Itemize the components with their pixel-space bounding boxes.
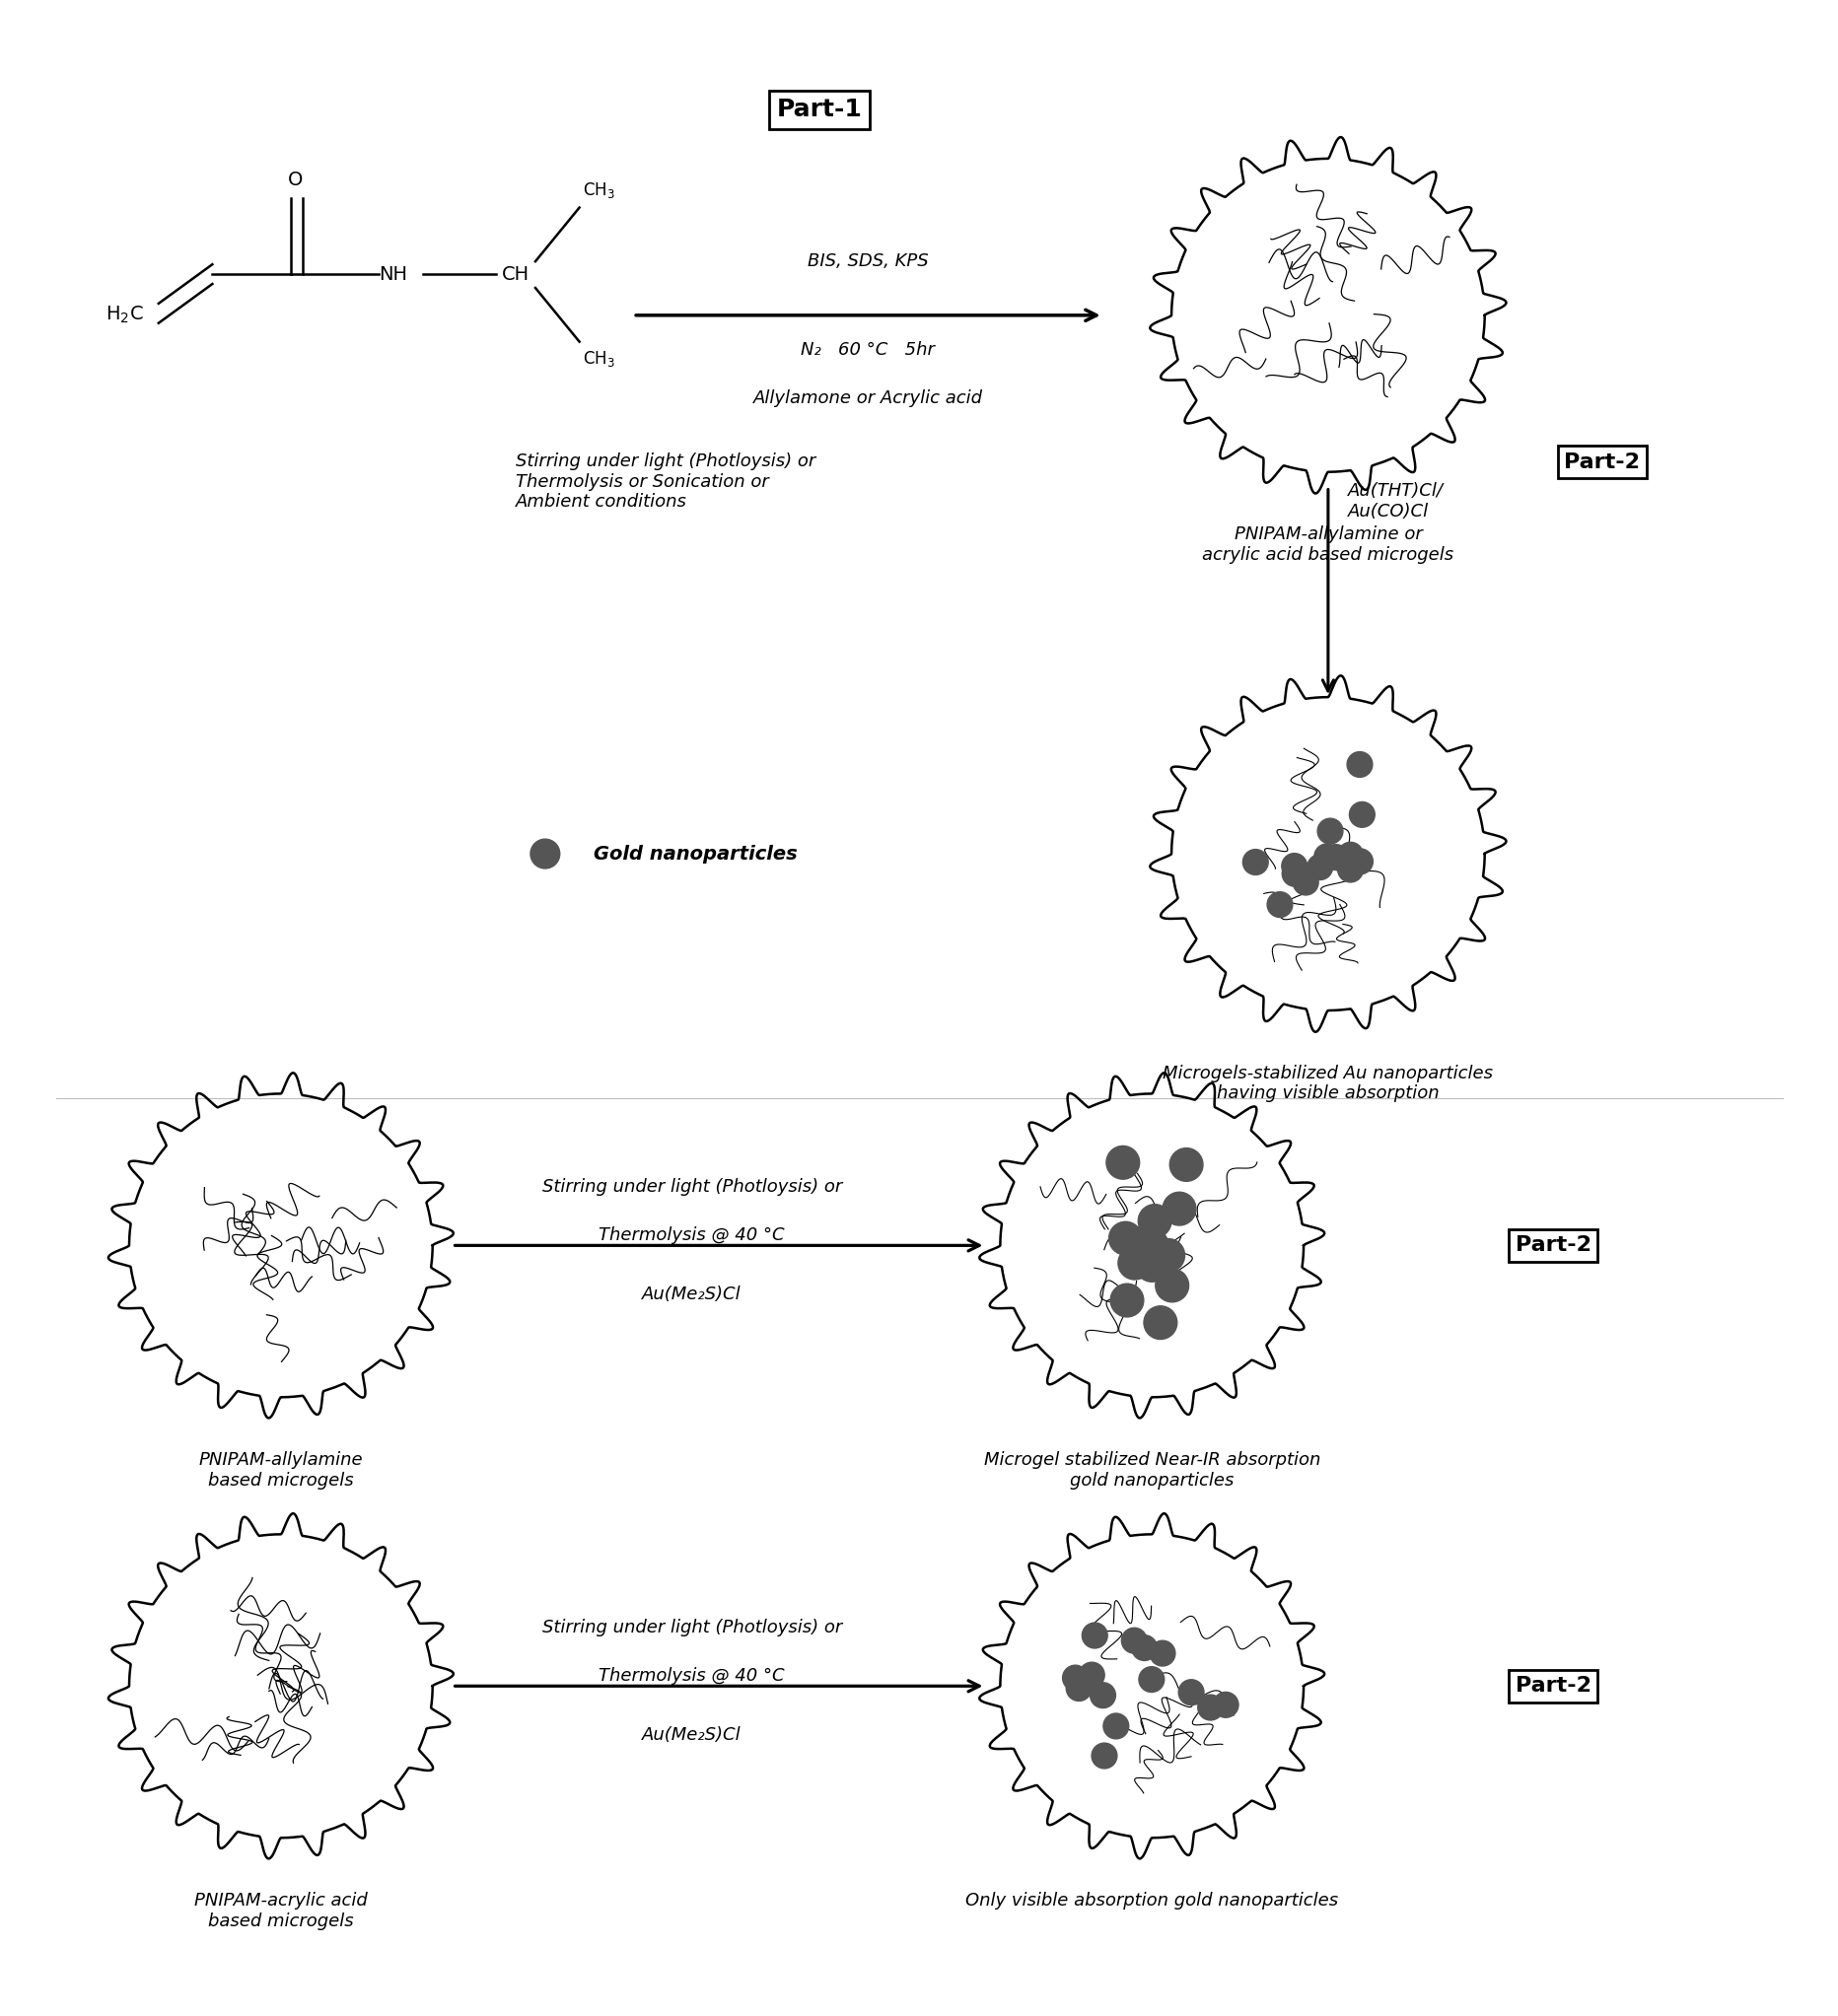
Circle shape: [1314, 845, 1340, 869]
Circle shape: [1151, 1238, 1184, 1272]
Circle shape: [1178, 1679, 1204, 1706]
Text: Thermolysis @ 40 °C: Thermolysis @ 40 °C: [599, 1667, 785, 1685]
Text: Part-2: Part-2: [1515, 1675, 1590, 1695]
Text: PNIPAM-allylamine or
acrylic acid based microgels: PNIPAM-allylamine or acrylic acid based …: [1202, 526, 1454, 564]
Circle shape: [1140, 1238, 1173, 1272]
Circle shape: [1066, 1675, 1092, 1702]
Circle shape: [1143, 1306, 1176, 1339]
Circle shape: [1336, 857, 1362, 883]
Text: PNIPAM-acrylic acid
based microgels: PNIPAM-acrylic acid based microgels: [195, 1891, 368, 1929]
Circle shape: [1106, 1145, 1140, 1179]
Circle shape: [1134, 1248, 1167, 1282]
Text: Gold nanoparticles: Gold nanoparticles: [594, 845, 798, 863]
Circle shape: [1110, 1284, 1143, 1316]
Circle shape: [1138, 1667, 1163, 1691]
Circle shape: [1108, 1222, 1141, 1254]
Circle shape: [529, 839, 559, 869]
Circle shape: [1197, 1695, 1222, 1720]
Text: Stirring under light (Photloysis) or: Stirring under light (Photloysis) or: [542, 1177, 842, 1195]
Circle shape: [1347, 849, 1373, 875]
Text: Stirring under light (Photloysis) or
Thermolysis or Sonication or
Ambient condit: Stirring under light (Photloysis) or The…: [515, 452, 816, 512]
Circle shape: [1213, 1691, 1237, 1718]
Text: PNIPAM-allylamine
based microgels: PNIPAM-allylamine based microgels: [199, 1452, 362, 1490]
Circle shape: [1154, 1268, 1187, 1302]
Circle shape: [1130, 1226, 1163, 1258]
Circle shape: [1307, 855, 1333, 879]
Text: Only visible absorption gold nanoparticles: Only visible absorption gold nanoparticl…: [965, 1891, 1338, 1909]
Text: Part-2: Part-2: [1515, 1236, 1590, 1256]
Text: Au(Me₂S)Cl: Au(Me₂S)Cl: [641, 1286, 741, 1302]
Circle shape: [1081, 1623, 1106, 1649]
Circle shape: [1336, 843, 1362, 867]
Text: Microgels-stabilized Au nanoparticles
having visible absorption: Microgels-stabilized Au nanoparticles ha…: [1162, 1064, 1492, 1103]
Text: Au(THT)Cl/
Au(CO)Cl: Au(THT)Cl/ Au(CO)Cl: [1347, 482, 1443, 520]
Circle shape: [1242, 849, 1268, 875]
Text: CH$_3$: CH$_3$: [583, 179, 614, 200]
Circle shape: [1345, 752, 1371, 778]
Text: Au(Me₂S)Cl: Au(Me₂S)Cl: [641, 1726, 741, 1744]
Text: Microgel stabilized Near-IR absorption
gold nanoparticles: Microgel stabilized Near-IR absorption g…: [983, 1452, 1320, 1490]
Circle shape: [1090, 1683, 1116, 1708]
Text: Part-2: Part-2: [1564, 452, 1639, 472]
Circle shape: [1316, 818, 1342, 845]
Circle shape: [1130, 1635, 1156, 1661]
Text: H$_2$C: H$_2$C: [105, 304, 143, 327]
Text: Stirring under light (Photloysis) or: Stirring under light (Photloysis) or: [542, 1619, 842, 1637]
Circle shape: [1079, 1663, 1105, 1687]
Text: Allylamone or Acrylic acid: Allylamone or Acrylic acid: [754, 389, 983, 407]
Circle shape: [1162, 1191, 1195, 1226]
Text: Thermolysis @ 40 °C: Thermolysis @ 40 °C: [599, 1228, 785, 1244]
Text: BIS, SDS, KPS: BIS, SDS, KPS: [807, 252, 928, 270]
Circle shape: [1323, 845, 1347, 871]
Text: NH: NH: [379, 264, 408, 284]
Circle shape: [1134, 1228, 1167, 1262]
Text: Part-1: Part-1: [776, 99, 862, 121]
Circle shape: [1103, 1714, 1129, 1740]
Circle shape: [1092, 1744, 1116, 1768]
Circle shape: [1121, 1627, 1147, 1653]
Circle shape: [1062, 1665, 1088, 1691]
Circle shape: [1281, 853, 1307, 879]
Circle shape: [1136, 1232, 1169, 1266]
Text: CH: CH: [502, 264, 529, 284]
Circle shape: [1266, 891, 1292, 917]
Text: O: O: [289, 171, 303, 190]
Circle shape: [1149, 1641, 1174, 1665]
Circle shape: [1281, 861, 1307, 887]
Text: CH$_3$: CH$_3$: [583, 349, 614, 369]
Circle shape: [1138, 1204, 1171, 1238]
Circle shape: [1349, 802, 1375, 827]
Circle shape: [1127, 1230, 1160, 1264]
Circle shape: [1118, 1246, 1151, 1280]
Circle shape: [1292, 869, 1318, 895]
Circle shape: [1169, 1147, 1202, 1181]
Text: N₂   60 °C   5hr: N₂ 60 °C 5hr: [801, 341, 934, 359]
